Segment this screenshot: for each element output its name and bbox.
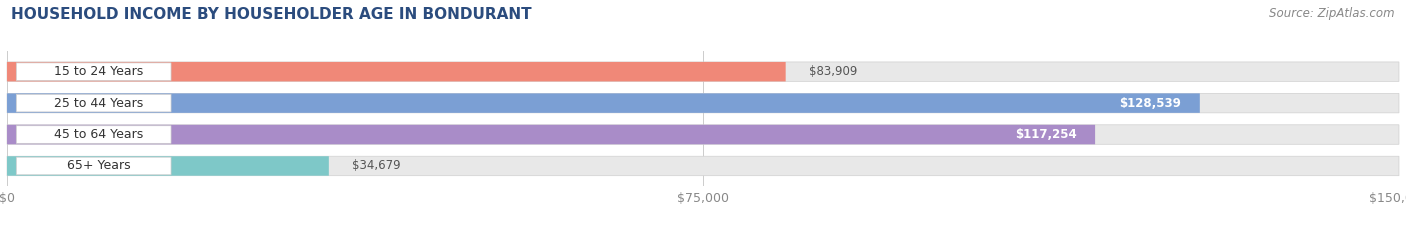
FancyBboxPatch shape	[7, 93, 1399, 113]
Text: 15 to 24 Years: 15 to 24 Years	[53, 65, 143, 78]
FancyBboxPatch shape	[7, 93, 1199, 113]
Text: HOUSEHOLD INCOME BY HOUSEHOLDER AGE IN BONDURANT: HOUSEHOLD INCOME BY HOUSEHOLDER AGE IN B…	[11, 7, 531, 22]
FancyBboxPatch shape	[7, 156, 329, 176]
Text: $117,254: $117,254	[1015, 128, 1077, 141]
FancyBboxPatch shape	[17, 63, 172, 80]
Text: 45 to 64 Years: 45 to 64 Years	[53, 128, 143, 141]
FancyBboxPatch shape	[17, 157, 172, 175]
Text: $34,679: $34,679	[352, 159, 401, 172]
FancyBboxPatch shape	[7, 62, 1399, 81]
FancyBboxPatch shape	[7, 62, 786, 81]
FancyBboxPatch shape	[7, 125, 1399, 144]
FancyBboxPatch shape	[17, 126, 172, 143]
Text: 65+ Years: 65+ Years	[66, 159, 131, 172]
Text: $128,539: $128,539	[1119, 97, 1181, 110]
Text: Source: ZipAtlas.com: Source: ZipAtlas.com	[1270, 7, 1395, 20]
Text: $83,909: $83,909	[808, 65, 858, 78]
FancyBboxPatch shape	[7, 156, 1399, 176]
FancyBboxPatch shape	[17, 94, 172, 112]
Text: 25 to 44 Years: 25 to 44 Years	[53, 97, 143, 110]
FancyBboxPatch shape	[7, 125, 1095, 144]
